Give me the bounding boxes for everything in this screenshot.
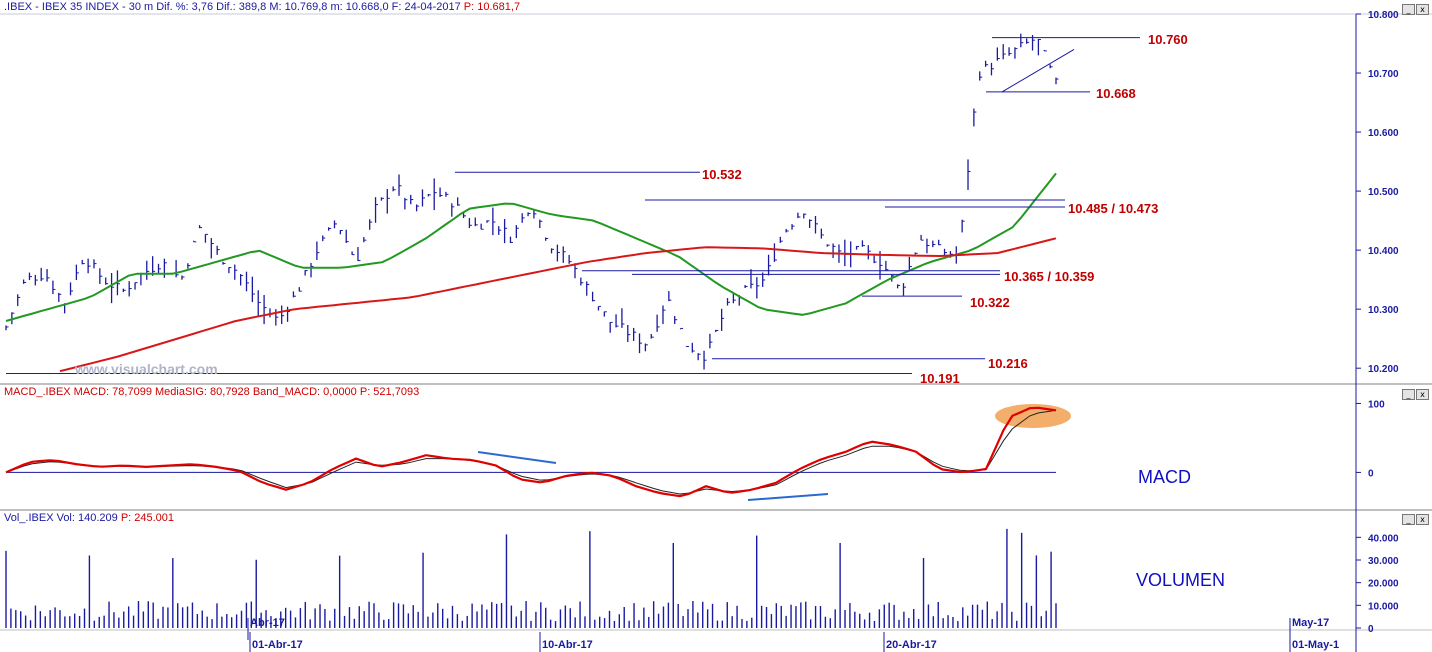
level-label: 10.216 <box>988 356 1028 371</box>
price-panel-close-button[interactable]: x <box>1416 4 1429 15</box>
level-label: 10.668 <box>1096 86 1136 101</box>
macd-line <box>5 406 1057 498</box>
sma-short-line <box>5 172 1057 322</box>
level-label: 10.365 / 10.359 <box>1004 269 1094 284</box>
y-tick-label: 10.600 <box>1368 128 1399 139</box>
level-label: 10.760 <box>1148 32 1188 47</box>
y-tick-label: 10.500 <box>1368 187 1399 198</box>
y-tick-label: 10.700 <box>1368 69 1399 80</box>
y-tick-label: 10.400 <box>1368 246 1399 257</box>
price-panel-header: .IBEX - IBEX 35 INDEX - 30 m Dif. %: 3,7… <box>4 1 520 13</box>
x-tick-label: 20-Abr-17 <box>886 639 937 651</box>
y-tick-label: 0 <box>1368 468 1374 479</box>
y-tick-label: 10.200 <box>1368 364 1399 375</box>
y-tick-label: 10.300 <box>1368 305 1399 316</box>
y-tick-label: 30.000 <box>1368 556 1399 567</box>
macd-panel-last: P: 521,7093 <box>359 386 420 398</box>
y-tick-label: 0 <box>1368 624 1374 635</box>
x-tick-label: 01-May-1 <box>1292 639 1339 651</box>
sma-long-line <box>59 237 1057 373</box>
level-label: 10.322 <box>970 295 1010 310</box>
price-panel-last: P: 10.681,7 <box>463 1 521 13</box>
level-label: 10.191 <box>920 371 960 386</box>
macd-panel-title: MACD_.IBEX MACD: 78,7099 MediaSIG: 80,79… <box>4 386 357 398</box>
y-tick-label: 100 <box>1368 399 1385 410</box>
macd-panel-minimize-button[interactable]: _ <box>1402 389 1415 400</box>
volume-panel-close-button[interactable]: x <box>1416 514 1429 525</box>
y-tick-label: 10.000 <box>1368 601 1399 612</box>
volume-panel-minimize-button[interactable]: _ <box>1402 514 1415 525</box>
price-panel-title: .IBEX - IBEX 35 INDEX - 30 m Dif. %: 3,7… <box>4 1 461 13</box>
macd-panel-header: MACD_.IBEX MACD: 78,7099 MediaSIG: 80,79… <box>4 386 419 398</box>
divergence-line <box>747 493 829 501</box>
volume-panel-title: Vol_.IBEX Vol: 140.209 <box>4 512 118 524</box>
y-tick-label: 10.800 <box>1368 10 1399 21</box>
trend-line <box>1001 48 1075 93</box>
x-tick-label: May-17 <box>1292 617 1329 629</box>
watermark: www.visualchart.com <box>75 361 218 377</box>
y-tick-label: 40.000 <box>1368 533 1399 544</box>
x-tick-label: Abr-17 <box>250 617 285 629</box>
y-tick-label: 20.000 <box>1368 579 1399 590</box>
macd-panel-close-button[interactable]: x <box>1416 389 1429 400</box>
macd-panel-label: MACD <box>1138 467 1191 487</box>
level-label: 10.485 / 10.473 <box>1068 201 1158 216</box>
divergence-line <box>477 451 557 464</box>
price-panel-minimize-button[interactable]: _ <box>1402 4 1415 15</box>
x-tick-label: 10-Abr-17 <box>542 639 593 651</box>
level-label: 10.532 <box>702 167 742 182</box>
volume-panel-last: P: 245.001 <box>120 512 175 524</box>
x-tick-label: 01-Abr-17 <box>252 639 303 651</box>
volume-panel-label: VOLUMEN <box>1136 570 1226 590</box>
volume-panel-header: Vol_.IBEX Vol: 140.209 P: 245.001 <box>4 512 174 524</box>
